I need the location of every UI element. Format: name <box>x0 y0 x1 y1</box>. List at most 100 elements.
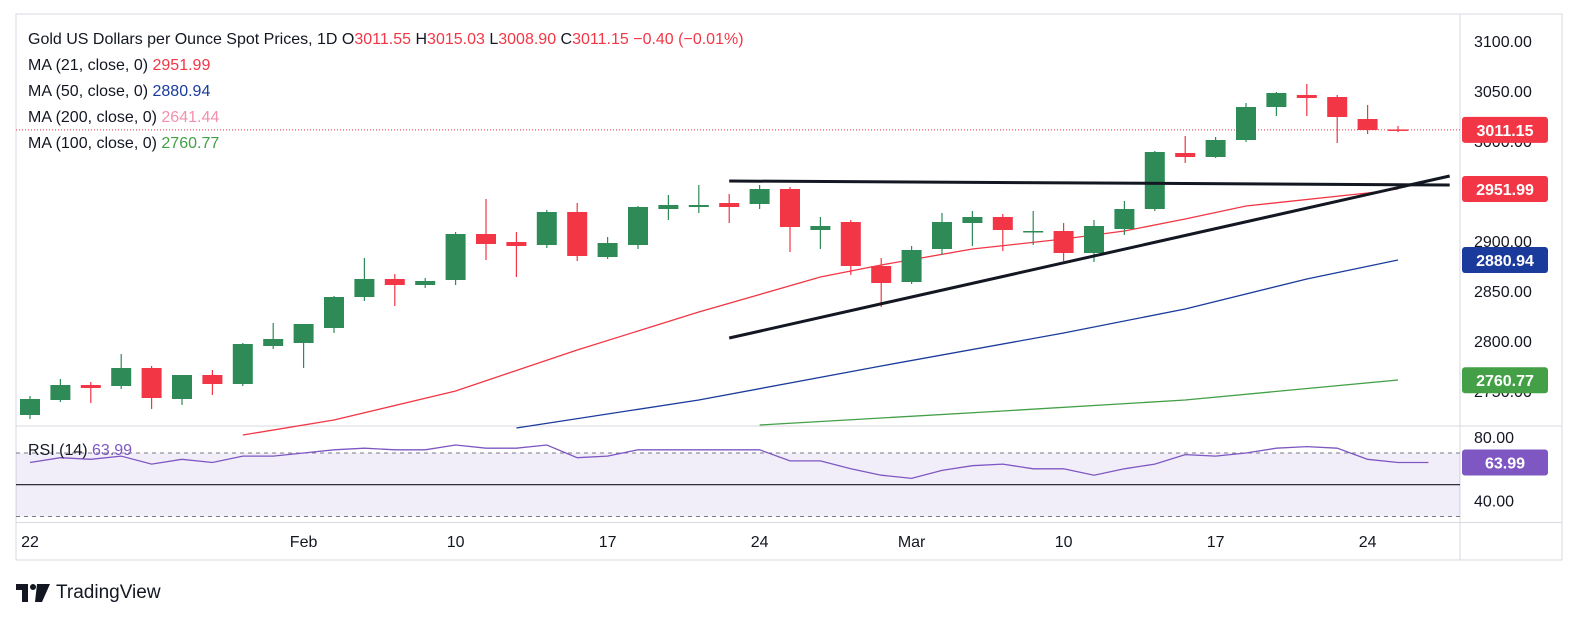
candle-body <box>1205 140 1226 157</box>
candle-body <box>688 205 709 207</box>
candle-body <box>810 226 831 230</box>
low-label: L <box>489 31 499 48</box>
time-axis-label: 17 <box>599 534 617 551</box>
ma21-legend[interactable]: MA (21, close, 0) 2951.99 <box>28 56 210 76</box>
ma100-legend[interactable]: MA (100, close, 0) 2760.77 <box>28 134 219 154</box>
candle-body <box>1327 97 1348 117</box>
candle-body <box>1053 231 1074 253</box>
open-value: 3011.55 <box>354 31 412 48</box>
time-axis-label: 22 <box>21 534 39 551</box>
candle-body <box>628 207 648 245</box>
candle-body <box>871 266 892 283</box>
tradingview-logo[interactable]: TradingView <box>16 582 161 604</box>
close-label: C <box>560 31 573 48</box>
candle-body <box>172 375 192 399</box>
ma50-line <box>516 259 1399 429</box>
candle-body <box>597 243 618 257</box>
candle-body <box>354 279 375 297</box>
candle-body <box>992 217 1013 230</box>
ma200-value: 2641.44 <box>161 109 220 126</box>
price-axis-label: 2850.00 <box>1474 284 1532 301</box>
candle-body <box>20 399 40 415</box>
candle-body <box>324 297 344 328</box>
rsi-label: RSI (14) <box>28 442 88 459</box>
ma21-value: 2951.99 <box>152 57 211 74</box>
price-axis-label: 3100.00 <box>1474 34 1532 51</box>
candle-body <box>719 203 740 207</box>
candle-body <box>263 339 284 346</box>
candle-body <box>1266 93 1287 107</box>
candle-body <box>415 281 436 285</box>
candle-body <box>384 279 405 285</box>
price-axis-label: 3050.00 <box>1474 84 1532 101</box>
ma100-value: 2760.77 <box>161 135 220 152</box>
trendline-resistance <box>729 179 1450 187</box>
candle-body <box>1357 119 1378 130</box>
candle-body <box>901 250 922 282</box>
ma50-value: 2880.94 <box>152 83 211 100</box>
rsi-axis-label: 40.00 <box>1474 494 1514 511</box>
tradingview-logo-text: TradingView <box>56 582 161 603</box>
price-tag-1-text: 2951.99 <box>1476 182 1534 199</box>
candles <box>20 84 1408 419</box>
candle-body <box>1023 231 1044 233</box>
symbol-title: Gold US Dollars per Ounce Spot Prices, 1… <box>28 31 338 48</box>
price-tag-0[interactable]: 3011.15 <box>1462 116 1548 143</box>
candle-body <box>80 385 101 388</box>
candle-body <box>932 222 952 249</box>
rsi-tag[interactable]: 63.99 <box>1462 449 1548 476</box>
price-tag-0-bg <box>1462 116 1548 143</box>
high-label: H <box>415 31 428 48</box>
rsi-line <box>29 444 1429 480</box>
candle-body <box>50 385 71 400</box>
price-tag-3-text: 2760.77 <box>1476 373 1534 390</box>
candle-body <box>1144 152 1165 209</box>
price-tag-2[interactable]: 2880.94 <box>1462 247 1548 274</box>
candle-body <box>1114 209 1135 229</box>
ma200-legend[interactable]: MA (200, close, 0) 2641.44 <box>28 108 219 128</box>
time-axis-label: 24 <box>1359 534 1377 551</box>
candle-body <box>840 222 861 266</box>
candle-body <box>1236 107 1256 140</box>
time-axis-label: 17 <box>1207 534 1225 551</box>
high-value: 3015.03 <box>427 31 485 48</box>
ma50-legend[interactable]: MA (50, close, 0) 2880.94 <box>28 82 210 102</box>
ma200-label: MA (200, close, 0) <box>28 109 157 126</box>
candle-body <box>506 242 527 246</box>
price-tag-1[interactable]: 2951.99 <box>1462 176 1548 203</box>
chart-frame <box>15 13 1563 561</box>
price-tag-3[interactable]: 2760.77 <box>1462 367 1548 394</box>
open-label: O <box>341 31 355 48</box>
time-axis-label: Mar <box>898 534 926 551</box>
ma100-label: MA (100, close, 0) <box>28 135 157 152</box>
trendline-support <box>728 174 1451 340</box>
candle-body <box>111 368 132 386</box>
tradingview-logo-icon <box>16 584 50 602</box>
candle-body <box>962 217 983 223</box>
price-axis-label: 2800.00 <box>1474 334 1532 351</box>
candle-body <box>1388 129 1408 131</box>
price-tag-2-text: 2880.94 <box>1476 253 1534 270</box>
time-axis-label: 24 <box>751 534 769 551</box>
price-axis-label: 2900.00 <box>1474 234 1532 251</box>
ma50-label: MA (50, close, 0) <box>28 83 149 100</box>
low-value: 3008.90 <box>498 31 557 48</box>
change-value: −0.40 (−0.01%) <box>633 31 744 48</box>
candle-body <box>1296 95 1317 98</box>
candle-body <box>1084 226 1104 253</box>
rsi-legend[interactable]: RSI (14) 63.99 <box>28 441 132 461</box>
price-tag-2-bg <box>1462 247 1548 274</box>
candle-body <box>536 212 557 245</box>
time-axis-label: 10 <box>447 534 465 551</box>
price-tag-3-bg <box>1462 367 1548 394</box>
ma100-line <box>759 379 1399 426</box>
candle-body <box>293 324 314 343</box>
candle-body <box>232 344 253 384</box>
candle-body <box>567 212 588 256</box>
time-axis-label: Feb <box>290 534 318 551</box>
candle-body <box>141 368 162 398</box>
ma21-label: MA (21, close, 0) <box>28 57 149 74</box>
rsi-axis-label: 80.00 <box>1474 430 1514 447</box>
time-axis-label: 10 <box>1055 534 1073 551</box>
